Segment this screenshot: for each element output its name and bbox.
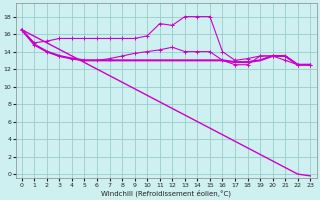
- X-axis label: Windchill (Refroidissement éolien,°C): Windchill (Refroidissement éolien,°C): [101, 189, 231, 197]
